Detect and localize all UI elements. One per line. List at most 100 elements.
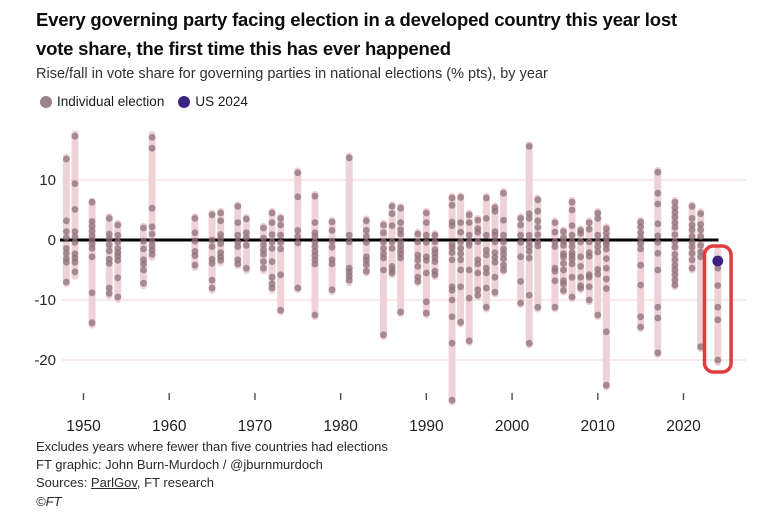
election-dot xyxy=(697,248,705,256)
election-dot xyxy=(422,257,430,264)
election-dot xyxy=(654,220,662,228)
election-dot xyxy=(422,219,430,227)
election-dot xyxy=(491,273,499,281)
election-dot xyxy=(105,241,113,249)
election-dot xyxy=(268,219,276,227)
us-2024-data-dot xyxy=(712,255,724,267)
column-2011 xyxy=(602,225,610,389)
election-dot xyxy=(422,209,430,217)
election-dot xyxy=(551,277,559,285)
election-dot xyxy=(217,209,225,217)
election-dot xyxy=(688,233,696,240)
column-1966 xyxy=(217,209,225,264)
column-1985 xyxy=(380,221,387,339)
election-dot xyxy=(105,215,113,222)
election-dot xyxy=(277,231,285,239)
election-dot xyxy=(277,221,285,229)
election-dot xyxy=(534,303,542,311)
election-dot xyxy=(585,225,593,233)
election-dot xyxy=(671,251,679,258)
election-dot xyxy=(71,206,79,213)
election-dot xyxy=(217,257,225,264)
election-dot xyxy=(491,207,499,215)
column-2007 xyxy=(568,198,576,301)
parlgov-link[interactable]: ParlGov xyxy=(90,475,137,491)
column-1972 xyxy=(268,209,276,292)
election-dot xyxy=(328,218,336,226)
title-line-2: vote share, the first time this has ever… xyxy=(36,38,451,59)
election-dot xyxy=(654,266,662,274)
election-dot xyxy=(688,256,696,264)
election-dot xyxy=(568,293,576,301)
election-dot xyxy=(268,245,276,252)
election-dot xyxy=(448,244,456,252)
election-dot xyxy=(414,230,422,238)
election-dot xyxy=(577,230,585,237)
election-dot xyxy=(217,235,225,243)
election-dot xyxy=(534,242,542,250)
highlight-box-2024 xyxy=(702,244,733,374)
column-2006 xyxy=(560,228,567,294)
x-tick-label: 1980 xyxy=(323,418,358,435)
election-dot xyxy=(465,231,473,239)
election-dot xyxy=(671,204,679,212)
election-dot xyxy=(362,239,370,246)
credit-line: FT graphic: John Burn-Murdoch / @jburnmu… xyxy=(36,457,323,473)
election-dot xyxy=(88,227,96,235)
election-dot xyxy=(328,237,336,245)
election-dot xyxy=(311,219,319,227)
election-dot xyxy=(268,238,276,246)
election-dot xyxy=(105,230,113,238)
y-tick-label: -20 xyxy=(34,352,56,369)
title-line-1: Every governing party facing election in… xyxy=(36,9,677,30)
election-dot xyxy=(568,206,576,214)
x-tick-label: 1990 xyxy=(409,418,444,435)
election-dot xyxy=(491,258,499,266)
column-1998 xyxy=(491,204,499,296)
election-dot xyxy=(105,260,113,267)
column-1986 xyxy=(388,203,396,277)
election-dot xyxy=(474,228,482,236)
election-dot xyxy=(671,238,679,246)
election-dot xyxy=(474,260,482,268)
election-dot xyxy=(654,249,662,257)
chart-footer: Excludes years where fewer than five cou… xyxy=(36,438,388,511)
election-dot xyxy=(568,243,576,251)
election-dot xyxy=(671,271,679,279)
election-dot xyxy=(268,273,276,281)
column-1996 xyxy=(474,216,482,299)
election-dot xyxy=(260,264,267,272)
election-dot xyxy=(345,276,353,284)
election-dot xyxy=(71,239,79,246)
election-dot xyxy=(594,266,602,273)
election-dot xyxy=(697,210,705,218)
election-dot xyxy=(191,261,199,269)
column-2017 xyxy=(654,168,662,357)
election-dot xyxy=(422,231,430,239)
election-dot xyxy=(671,261,679,269)
election-dot xyxy=(62,234,70,242)
column-1954 xyxy=(114,221,122,301)
election-dot xyxy=(714,303,722,311)
election-dot xyxy=(500,245,507,253)
sources-prefix: Sources: xyxy=(36,475,91,491)
election-dot xyxy=(448,296,456,304)
election-dot xyxy=(594,270,602,278)
election-dot xyxy=(602,225,610,233)
election-dot xyxy=(88,222,96,230)
election-dot xyxy=(191,237,199,245)
election-dot xyxy=(380,254,387,262)
election-dot xyxy=(560,253,567,261)
election-dot xyxy=(517,278,525,285)
election-dot xyxy=(602,230,610,237)
election-dot xyxy=(491,249,499,256)
column-1973 xyxy=(277,215,285,314)
column-1987 xyxy=(397,204,405,316)
legend-label-individual-election: Individual election xyxy=(57,94,165,109)
election-dot xyxy=(414,251,422,259)
election-dot xyxy=(474,291,482,299)
election-dot xyxy=(688,215,696,222)
election-dot xyxy=(585,273,593,281)
election-dot xyxy=(560,287,567,294)
column-2003 xyxy=(534,196,542,311)
